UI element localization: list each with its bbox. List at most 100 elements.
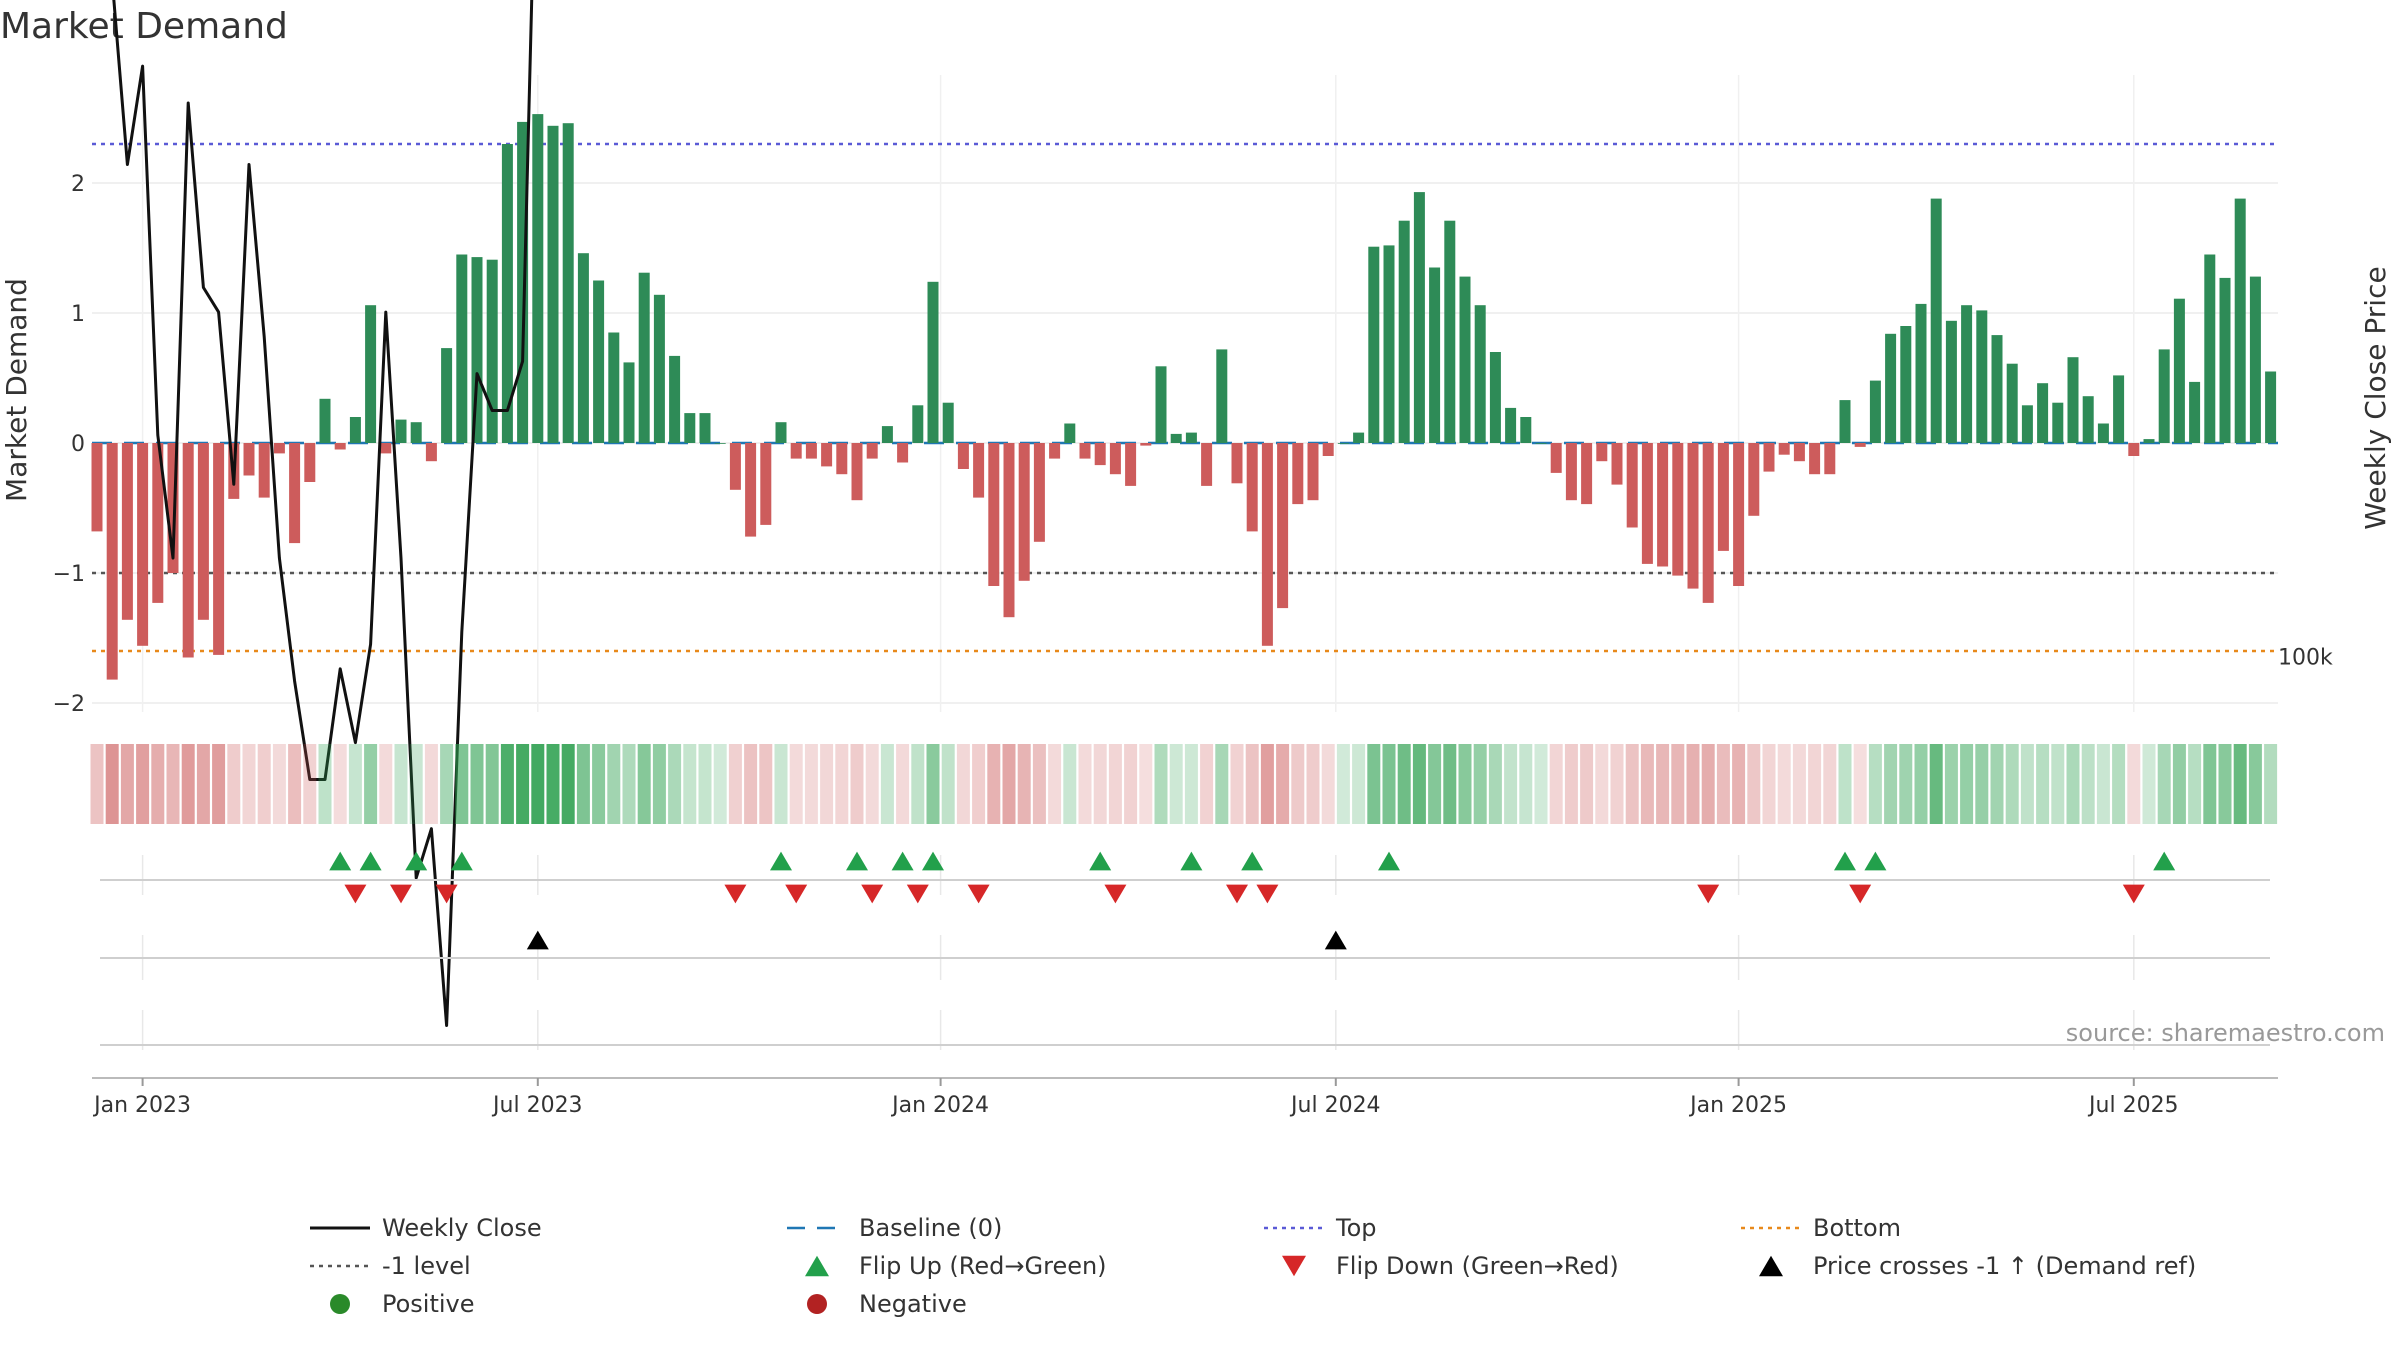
- flip-up-marker: [846, 851, 868, 871]
- demand-bar: [653, 294, 665, 443]
- strip-cell: [1564, 744, 1578, 824]
- demand-bar: [91, 443, 103, 532]
- flip-down-marker: [967, 884, 990, 904]
- price-line: [112, 0, 534, 1027]
- right-axis-label: Weekly Close Price: [2359, 266, 2392, 529]
- strip-cell: [1838, 744, 1852, 824]
- legend-label: Flip Down (Green→Red): [1336, 1252, 1619, 1280]
- demand-bar: [1793, 443, 1805, 462]
- demand-bar: [1337, 443, 1349, 444]
- x-tick-label: Jan 2023: [92, 1093, 191, 1118]
- strip-cell: [683, 744, 697, 824]
- demand-bar: [927, 281, 939, 443]
- strip-cell: [90, 744, 104, 824]
- strip-cell: [622, 744, 636, 824]
- demand-bar: [1383, 245, 1395, 443]
- right-tick-label: 100k: [2278, 646, 2333, 671]
- strip-cell: [1230, 744, 1244, 824]
- strip-cell: [880, 744, 894, 824]
- strip-cell: [2233, 744, 2247, 824]
- strip-cell: [896, 744, 910, 824]
- strip-cell: [759, 744, 773, 824]
- strip-cell: [1701, 744, 1715, 824]
- strip-cell: [2081, 744, 2095, 824]
- strip-cell: [835, 744, 849, 824]
- demand-bar: [365, 305, 377, 443]
- strip-cell: [1382, 744, 1396, 824]
- strip-cell: [637, 744, 651, 824]
- strip-cell: [987, 744, 1001, 824]
- demand-bar: [790, 443, 802, 459]
- demand-color-strip: [90, 744, 2278, 824]
- demand-bar: [2249, 276, 2261, 443]
- demand-bar: [2189, 381, 2201, 443]
- strip-cell: [926, 744, 940, 824]
- strip-cell: [2248, 744, 2262, 824]
- demand-bar: [1596, 443, 1608, 462]
- strip-cell: [1260, 744, 1274, 824]
- strip-cell: [1412, 744, 1426, 824]
- strip-cell: [1093, 744, 1107, 824]
- strip-cell: [1504, 744, 1518, 824]
- demand-bar: [1778, 443, 1790, 455]
- strip-cell: [455, 744, 469, 824]
- demand-bar: [1763, 443, 1775, 472]
- demand-bar: [2219, 277, 2231, 443]
- strip-cell: [744, 744, 758, 824]
- strip-cell: [364, 744, 378, 824]
- x-tick-label: Jan 2024: [890, 1093, 989, 1118]
- demand-bar: [1049, 443, 1061, 459]
- demand-bar: [1444, 220, 1456, 443]
- strip-cell: [956, 744, 970, 824]
- strip-cell: [576, 744, 590, 824]
- demand-bar: [1155, 366, 1167, 443]
- strip-cell: [120, 744, 134, 824]
- strip-cell: [668, 744, 682, 824]
- flip-up-marker: [450, 851, 473, 871]
- demand-bar: [1277, 443, 1289, 609]
- demand-bar: [1991, 335, 2003, 443]
- strip-cell: [1063, 744, 1077, 824]
- strip-cell: [1139, 744, 1153, 824]
- strip-cell: [2157, 744, 2171, 824]
- strip-cell: [941, 744, 955, 824]
- strip-cell: [1428, 744, 1442, 824]
- demand-bar: [866, 443, 878, 459]
- demand-bar: [1125, 443, 1137, 486]
- strip-cell: [1671, 744, 1685, 824]
- demand-bar: [836, 443, 848, 475]
- legend-label: Baseline (0): [859, 1214, 1002, 1242]
- legend-item: Baseline (0): [787, 1214, 1002, 1242]
- flip-down-marker: [2122, 884, 2145, 904]
- left-tick-label: −2: [53, 692, 85, 717]
- demand-bar: [441, 348, 453, 443]
- strip-cell: [652, 744, 666, 824]
- demand-bar: [669, 355, 681, 443]
- demand-bar: [2173, 298, 2185, 443]
- flip-down-marker: [724, 884, 747, 904]
- demand-bar: [1915, 303, 1927, 443]
- strip-cell: [181, 744, 195, 824]
- strip-cell: [2036, 744, 2050, 824]
- flip-down-marker: [1226, 884, 1248, 904]
- demand-bar: [684, 413, 696, 443]
- strip-cell: [1944, 744, 1958, 824]
- demand-bar: [2158, 349, 2170, 443]
- demand-bar: [1641, 443, 1653, 564]
- flip-up-marker: [405, 851, 428, 871]
- flip-up-marker: [922, 851, 944, 871]
- demand-bar: [1550, 443, 1562, 473]
- demand-bar: [2143, 439, 2155, 443]
- legend-item: Bottom: [1741, 1214, 1901, 1242]
- strip-cell: [1899, 744, 1913, 824]
- demand-bar: [1094, 443, 1106, 466]
- demand-bar: [2021, 405, 2033, 443]
- strip-cell: [1747, 744, 1761, 824]
- demand-bar: [1398, 220, 1410, 443]
- flip-down-marker: [435, 884, 458, 904]
- demand-bar: [1033, 443, 1045, 542]
- strip-cell: [2203, 744, 2217, 824]
- price-cross-marker: [526, 930, 549, 950]
- strip-cell: [1580, 744, 1594, 824]
- demand-bar: [2052, 402, 2064, 443]
